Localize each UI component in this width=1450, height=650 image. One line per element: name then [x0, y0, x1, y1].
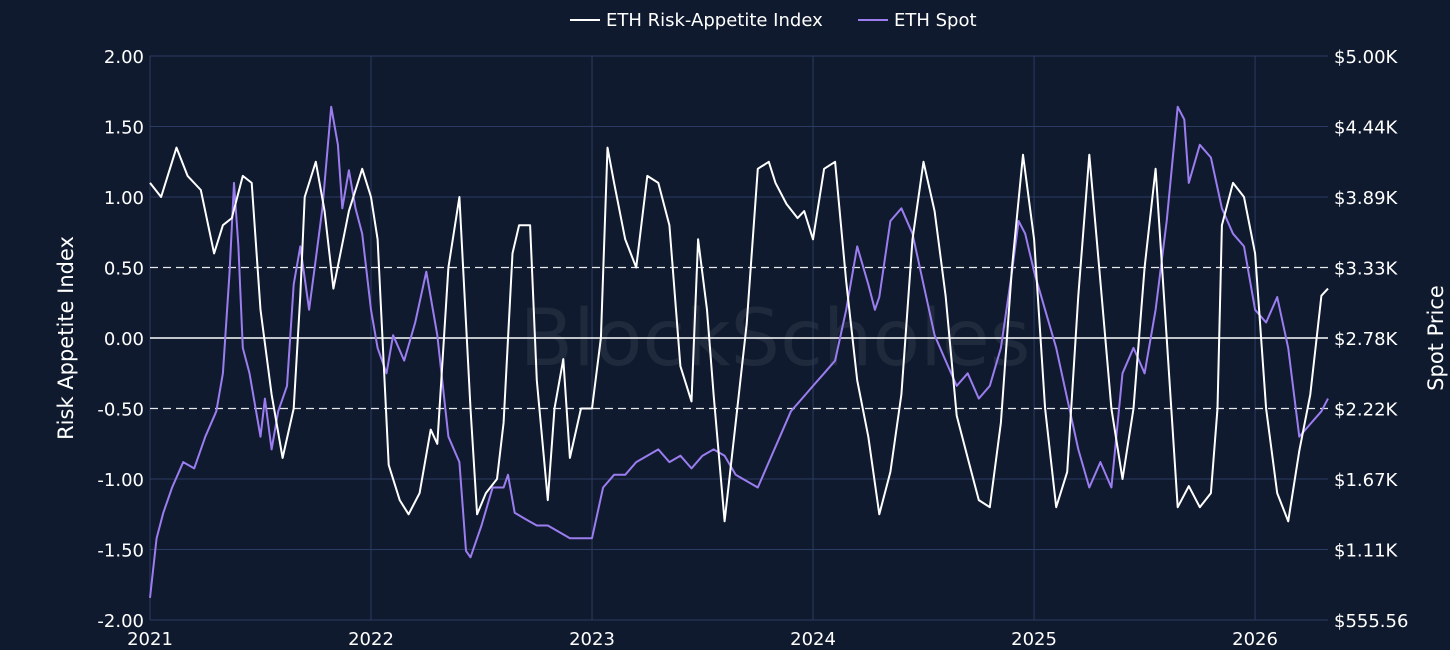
right-tick-label: $555.56	[1334, 611, 1408, 632]
right-axis-label: Spot Price	[1424, 285, 1448, 391]
x-axis-ticks: 2021 2022 2023 2024 2025 2026	[127, 629, 1278, 650]
reference-lines	[150, 266, 1328, 410]
right-tick-label: $3.89K	[1334, 188, 1399, 209]
left-tick-label: -1.00	[97, 470, 144, 491]
left-tick-label: -2.00	[97, 611, 144, 632]
left-tick-label: -0.50	[97, 400, 144, 421]
left-tick-label: 0.50	[104, 259, 144, 280]
x-tick-label: 2023	[569, 629, 615, 650]
right-axis-ticks: $5.00K $4.44K $3.89K $3.33K $2.78K $2.22K $1.6…	[1334, 47, 1408, 632]
left-tick-label: 1.00	[104, 188, 144, 209]
legend-label-eth-spot: ETH Spot	[894, 10, 977, 31]
x-tick-label: 2025	[1011, 629, 1057, 650]
right-tick-label: $2.78K	[1334, 329, 1399, 350]
x-tick-label: 2026	[1232, 629, 1278, 650]
left-axis-label: Risk Appetite Index	[54, 236, 78, 440]
left-tick-label: 2.00	[104, 47, 144, 68]
legend-label-risk-appetite: ETH Risk-Appetite Index	[606, 10, 823, 31]
x-tick-label: 2022	[348, 629, 394, 650]
x-tick-label: 2024	[790, 629, 836, 650]
legend: ETH Risk-Appetite Index ETH Spot	[570, 10, 977, 31]
left-tick-label: 1.50	[104, 118, 144, 139]
left-tick-label: -1.50	[97, 541, 144, 562]
series-line-risk-appetite	[149, 146, 1329, 523]
right-tick-label: $4.44K	[1334, 118, 1399, 139]
right-tick-label: $5.00K	[1334, 47, 1399, 68]
right-tick-label: $2.22K	[1334, 400, 1399, 421]
right-tick-label: $1.67K	[1334, 470, 1399, 491]
right-tick-label: $1.11K	[1334, 541, 1399, 562]
horizontal-gridlines	[150, 55, 1328, 621]
series-line-eth-spot	[149, 105, 1329, 599]
left-tick-label: 0.00	[104, 329, 144, 350]
left-axis-ticks: 2.00 1.50 1.00 0.50 0.00 -0.50 -1.00 -1.50 -2.00	[97, 47, 144, 632]
x-tick-label: 2021	[127, 629, 173, 650]
right-tick-label: $3.33K	[1334, 259, 1399, 280]
